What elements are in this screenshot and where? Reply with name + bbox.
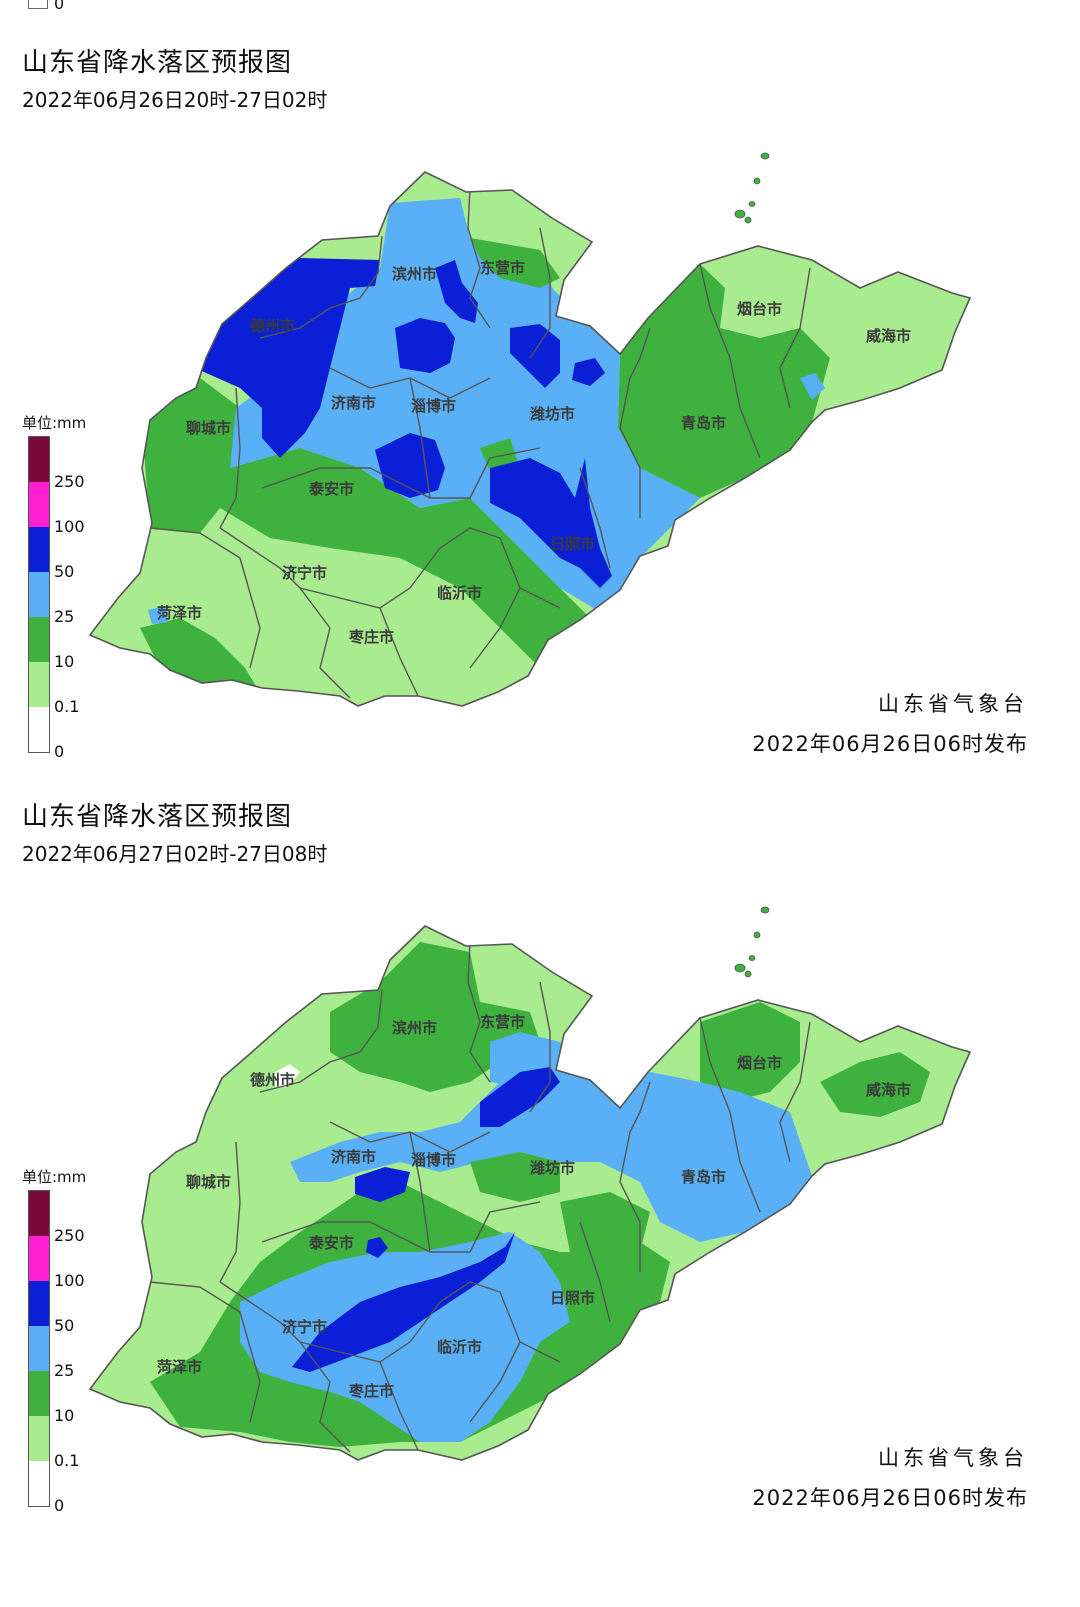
city-label: 滨州市 [392,1019,437,1037]
city-label: 威海市 [866,327,911,345]
map-title: 山东省降水落区预报图 [22,48,293,78]
legend-swatch [28,1326,50,1371]
legend-swatch [28,617,50,662]
legend-swatch [28,1461,50,1507]
legend-swatch [28,436,50,482]
city-label: 临沂市 [437,1338,482,1356]
city-label: 东营市 [480,259,525,277]
precipitation-legend: 单位:mm 250 100 50 25 10 0.1 0 [22,1166,122,1526]
city-label: 潍坊市 [530,405,575,423]
city-label: 济宁市 [282,564,327,582]
city-label: 威海市 [866,1081,911,1099]
map-subtitle: 2022年06月27日02时-27日08时 [22,842,328,866]
city-label: 枣庄市 [348,628,394,646]
legend-tick: 25 [54,1361,75,1380]
legend-swatch [28,662,50,707]
issue-time: 2022年06月26日06时发布 [752,1486,1028,1510]
legend-swatch [28,1371,50,1416]
legend-swatch [28,527,50,572]
city-label: 泰安市 [308,1234,354,1252]
city-label: 淄博市 [411,397,456,415]
legend-tick: 100 [54,517,85,536]
issuer-block: 山东省气象台 2022年06月26日06时发布 [752,1442,1028,1512]
legend-swatch [28,482,50,527]
legend-colorbar [28,436,50,753]
map-subtitle: 2022年06月26日20时-27日02时 [22,88,328,112]
map-title: 山东省降水落区预报图 [22,802,293,832]
city-label: 泰安市 [308,480,354,498]
legend-tick: 0.1 [54,1451,80,1470]
legend-tick: 10 [54,652,75,671]
legend-unit: 单位:mm [22,414,87,432]
legend-tick: 0 [54,1496,65,1515]
legend-swatch [28,1236,50,1281]
city-label: 德州市 [250,317,295,335]
shandong-map-1: 滨州市 东营市 德州市 烟台市 威海市 济南市 淄博市 潍坊市 聊城市 青岛市 … [88,152,972,707]
city-label: 聊城市 [186,419,231,437]
top-legend-zero: 0 [54,0,65,13]
legend-tick: 100 [54,1271,85,1290]
precipitation-legend: 单位:mm 250 100 50 25 10 0.1 0 [22,412,122,772]
city-label: 聊城市 [186,1173,231,1191]
city-label: 日照市 [550,535,595,553]
legend-tick: 50 [54,562,75,581]
city-label: 临沂市 [437,584,482,602]
legend-colorbar [28,1190,50,1507]
legend-tick: 25 [54,607,75,626]
city-label: 烟台市 [737,1054,782,1072]
city-label: 青岛市 [681,414,726,432]
legend-tick: 0.1 [54,697,80,716]
city-label: 济南市 [331,1148,376,1166]
city-label: 滨州市 [392,265,437,283]
legend-swatch [28,572,50,617]
legend-tick: 0 [54,742,65,761]
city-label: 潍坊市 [530,1159,575,1177]
legend-tick: 50 [54,1316,75,1335]
city-label: 东营市 [480,1013,525,1031]
issuer-block: 山东省气象台 2022年06月26日06时发布 [752,688,1028,758]
forecast-panel-2: 滨州市 东营市 德州市 烟台市 威海市 济南市 淄博市 潍坊市 聊城市 青岛市 … [0,782,1080,1557]
city-label: 菏泽市 [157,1358,202,1376]
issue-time: 2022年06月26日06时发布 [752,732,1028,756]
city-label: 济南市 [331,394,376,412]
city-label: 青岛市 [681,1168,726,1186]
legend-tick: 250 [54,472,85,491]
legend-unit: 单位:mm [22,1168,87,1186]
forecast-panel-1: 滨州市 东营市 德州市 烟台市 威海市 济南市 淄博市 潍坊市 聊城市 青岛市 … [0,28,1080,803]
issuer-name: 山东省气象台 [878,1446,1028,1470]
city-label: 济宁市 [282,1318,327,1336]
legend-tick: 10 [54,1406,75,1425]
legend-swatch [28,1416,50,1461]
city-label: 淄博市 [411,1151,456,1169]
legend-tick: 250 [54,1226,85,1245]
city-label: 德州市 [250,1071,295,1089]
shandong-map-2: 滨州市 东营市 德州市 烟台市 威海市 济南市 淄博市 潍坊市 聊城市 青岛市 … [88,906,972,1461]
city-label: 枣庄市 [348,1382,394,1400]
legend-swatch [28,1190,50,1236]
issuer-name: 山东省气象台 [878,692,1028,716]
city-label: 日照市 [550,1289,595,1307]
city-label: 菏泽市 [157,604,202,622]
legend-swatch [28,707,50,753]
city-label: 烟台市 [737,300,782,318]
top-legend-fragment [28,0,48,9]
legend-swatch [28,1281,50,1326]
